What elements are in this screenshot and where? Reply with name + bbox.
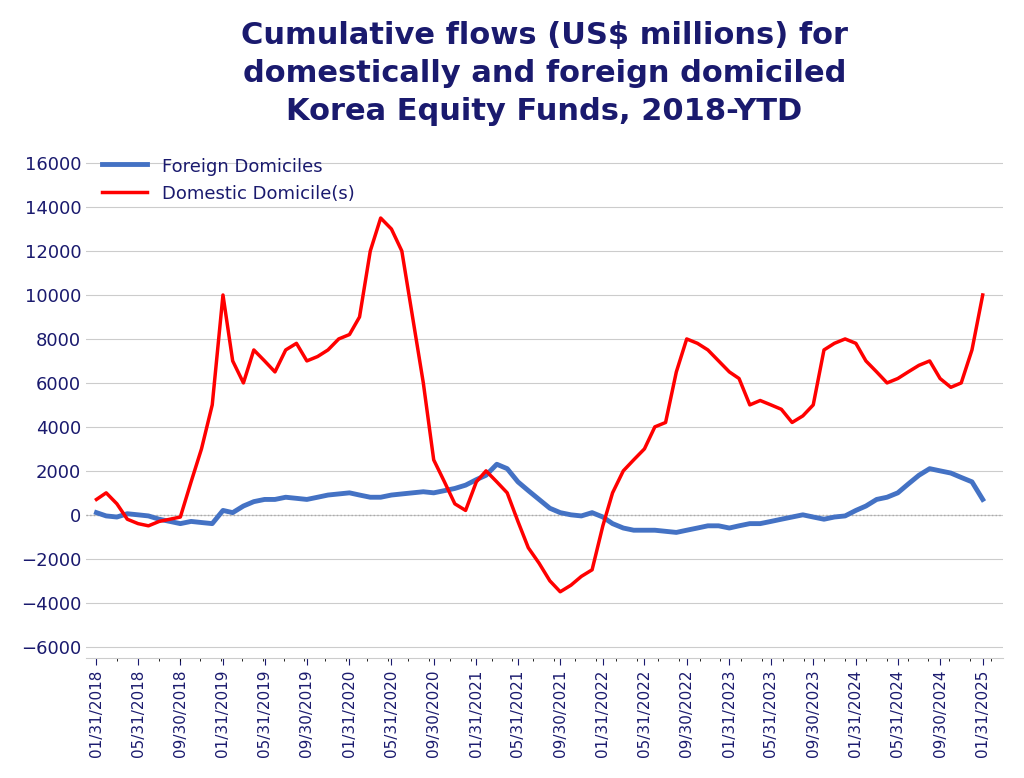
Line: Foreign Domiciles: Foreign Domiciles <box>96 464 983 532</box>
Title: Cumulative flows (US$ millions) for
domestically and foreign domiciled
Korea Equ: Cumulative flows (US$ millions) for dome… <box>241 21 848 126</box>
Line: Domestic Domicile(s): Domestic Domicile(s) <box>96 218 983 592</box>
Legend: Foreign Domiciles, Domestic Domicile(s): Foreign Domiciles, Domestic Domicile(s) <box>95 150 361 210</box>
